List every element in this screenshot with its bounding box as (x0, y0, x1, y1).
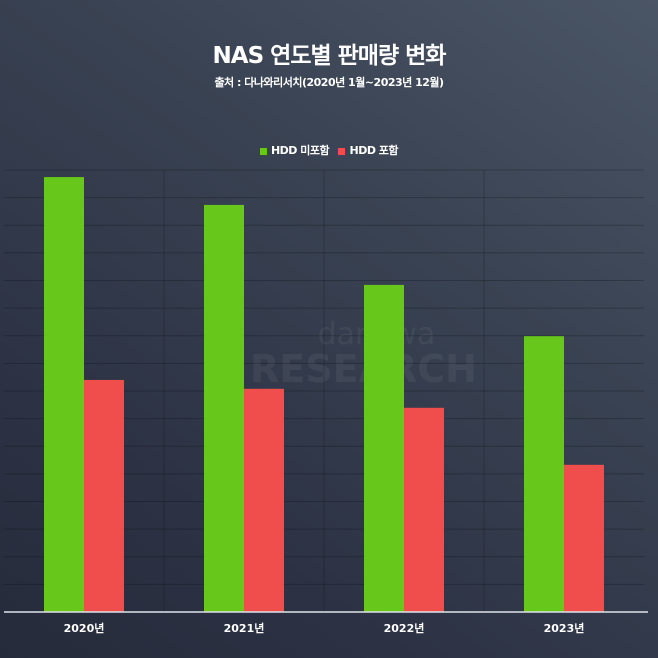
legend-swatch (259, 147, 267, 155)
bar-hdd-excluded (364, 284, 404, 612)
legend-label: HDD 포함 (349, 144, 399, 157)
chart-subtitle: 출처 : 다나와리서치(2020년 1월~2023년 12월) (214, 76, 444, 89)
bar-hdd-excluded (204, 204, 244, 612)
x-tick-label: 2023년 (544, 621, 585, 635)
bar-hdd-included (244, 388, 284, 612)
legend-label: HDD 미포함 (270, 144, 330, 157)
legend-item-hdd-excluded: HDD 미포함 (259, 142, 330, 158)
x-tick-label: 2021년 (224, 621, 265, 635)
legend-swatch (338, 147, 346, 155)
bar-hdd-included (84, 379, 124, 612)
bar-hdd-included (564, 464, 604, 612)
legend-item-hdd-included: HDD 포함 (338, 142, 399, 158)
bar-hdd-excluded (524, 336, 564, 612)
x-tick-label: 2020년 (64, 621, 105, 635)
legend: HDD 미포함 HDD 포함 (0, 142, 658, 158)
chart-title: NAS 연도별 판매량 변화 (212, 43, 447, 69)
bar-hdd-included (404, 407, 444, 612)
x-tick-label: 2022년 (384, 621, 425, 635)
bar-hdd-excluded (44, 177, 84, 612)
